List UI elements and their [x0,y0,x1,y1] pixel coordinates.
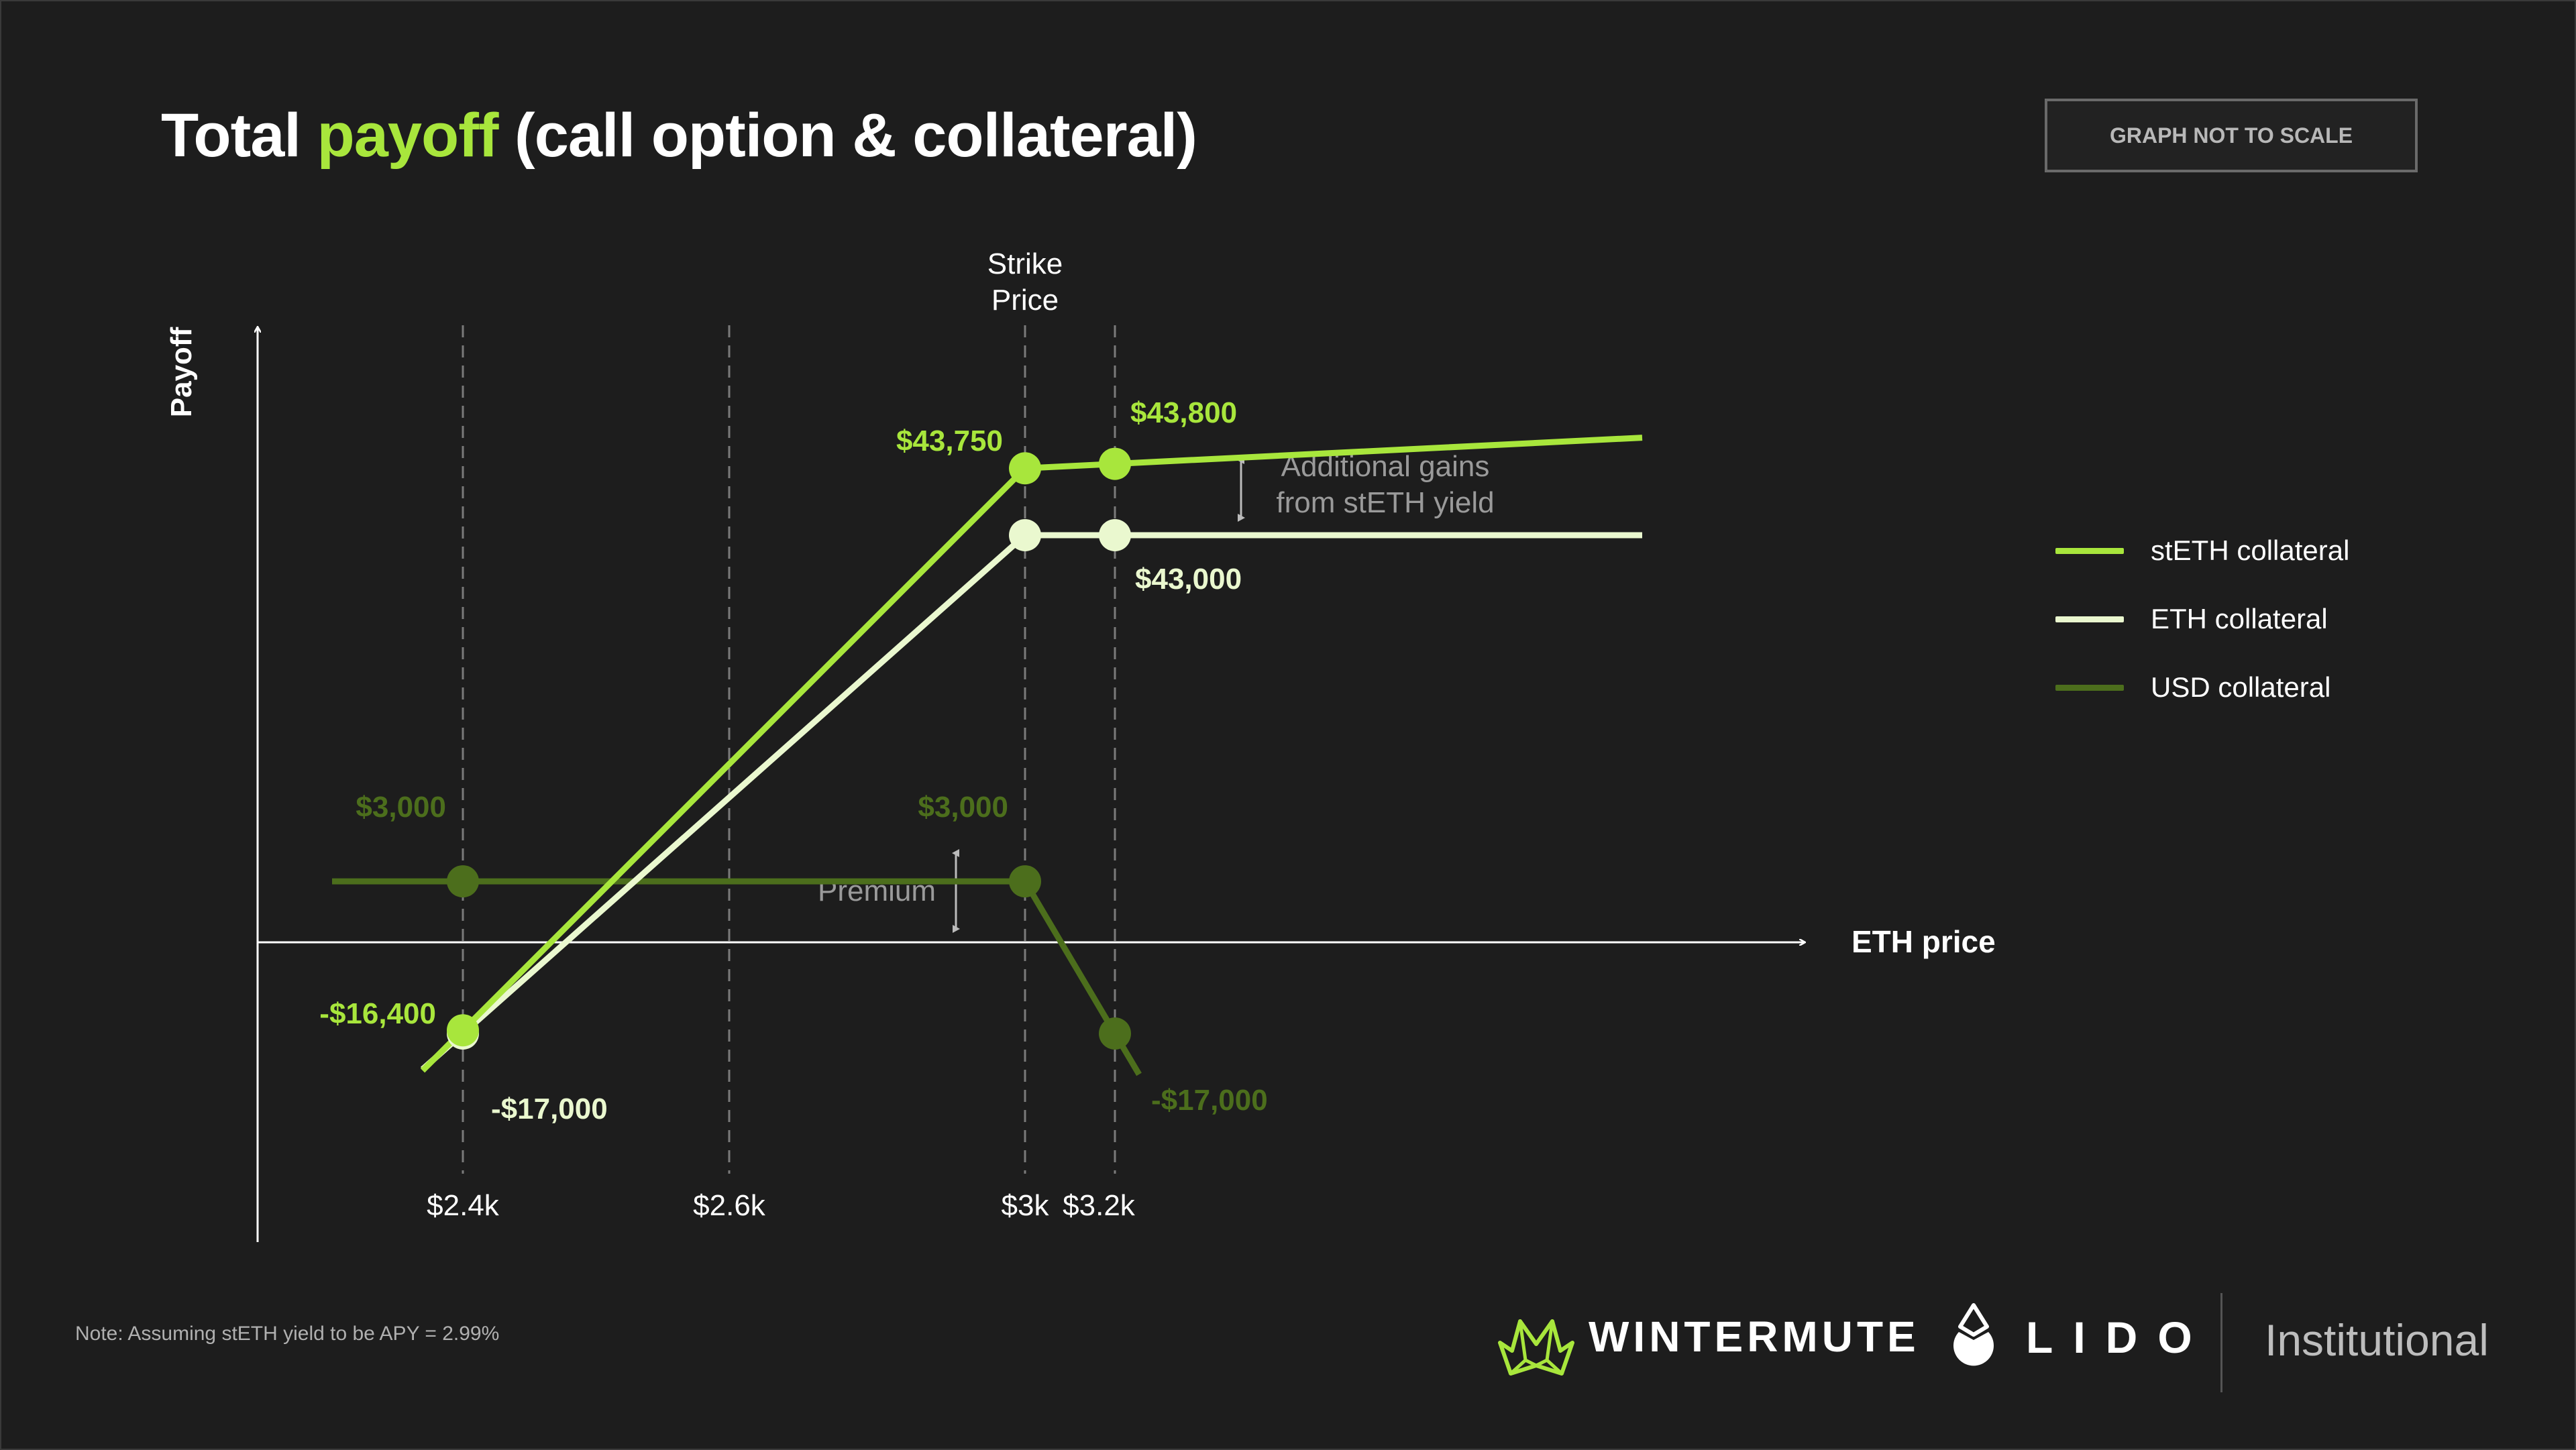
chart-title: Total payoff (call option & collateral) [161,101,1197,171]
logo-divider [2220,1293,2222,1392]
x-tick-label-3: $3.2k [1063,1189,1136,1222]
title-highlight: payoff [317,101,499,170]
point-steth-0 [447,1014,479,1047]
data-label-usd-2: -$17,000 [1151,1084,1268,1117]
wintermute-wordmark: WINTERMUTE [1589,1313,1920,1361]
scale-note: GRAPH NOT TO SCALE [2109,123,2353,148]
point-steth-1 [1009,452,1041,485]
strike-label-line-1: Strike [987,247,1063,280]
data-label-usd-0: $3,000 [356,791,446,824]
legend-swatch-steth [2055,547,2124,554]
series-line-eth [421,532,1642,1072]
scale-note-box: GRAPH NOT TO SCALE [2045,99,2418,172]
chart-series [332,435,1643,1076]
title-post: (call option & collateral) [498,101,1197,170]
legend-label-eth: ETH collateral [2151,603,2328,634]
data-label-steth-1: $43,750 [896,425,1003,457]
data-label-eth-2: $43,000 [1135,563,1242,596]
legend-label-steth: stETH collateral [2151,535,2350,566]
data-label-steth-2: $43,800 [1130,396,1237,429]
legend-item-eth: ETH collateral [2055,585,2349,653]
legend-swatch-eth [2055,616,2124,622]
series-line-usd [332,878,1142,1076]
institutional-label: Institutional [2265,1315,2489,1365]
x-tick-label-1: $2.6k [693,1189,766,1222]
point-steth-2 [1099,447,1131,480]
x-tick-label-2: $3k [1002,1189,1050,1222]
footnote: Note: Assuming stETH yield to be APY = 2… [75,1323,500,1345]
strike-label-line-2: Price [991,284,1059,317]
legend-swatch-usd [2055,684,2124,691]
data-label-eth-0: -$17,000 [491,1093,608,1125]
yield-annotation-line-2: from stETH yield [1276,486,1494,519]
x-axis-title: ETH price [1851,924,1996,959]
data-label-steth-0: -$16,400 [319,997,436,1030]
point-eth-2 [1099,519,1131,551]
logo-bar: WINTERMUTE LIDO Institutional [1496,1288,2516,1395]
point-eth-1 [1009,519,1041,551]
legend-label-usd: USD collateral [2151,671,2331,703]
chart-labels: -$16,400 $43,750 $43,800 -$17,000 $43,000 $3,… [319,396,1267,1125]
series-line-steth [420,435,1643,1073]
chart-legend: stETH collateral ETH collateral USD coll… [2055,516,2349,722]
point-usd-1 [1009,865,1041,898]
point-usd-0 [447,865,479,898]
lido-wordmark: LIDO [2026,1313,2212,1362]
chart-axes: ETH price Payoff $2.4k $2.6k $3k $3.2k Strike P… [165,247,1996,1242]
lido-drop-icon [1953,1303,1994,1366]
chart-gridlines [462,325,1116,1174]
legend-item-steth: stETH collateral [2055,516,2349,585]
data-label-usd-1: $3,000 [918,791,1008,824]
x-tick-label-0: $2.4k [427,1189,500,1222]
point-usd-2 [1099,1017,1131,1050]
y-axis-title: Payoff [165,327,198,417]
wintermute-logo-icon [1498,1319,1574,1376]
title-pre: Total [161,101,317,170]
legend-item-usd: USD collateral [2055,653,2349,722]
